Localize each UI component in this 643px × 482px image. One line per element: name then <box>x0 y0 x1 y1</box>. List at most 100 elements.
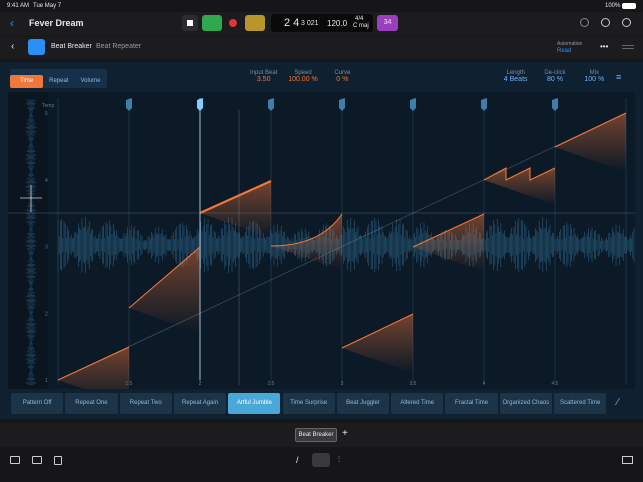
count-in[interactable]: 34 <box>377 15 398 31</box>
params-left: Input Beat 3.50 Speed 100.00 % Curve 0 % <box>244 70 362 83</box>
parameter-value: 100.00 % <box>288 76 318 83</box>
preset-name[interactable]: Beat Repeater <box>96 43 142 50</box>
battery: 100% <box>605 3 621 9</box>
parameter[interactable]: Mix 100 % <box>575 70 614 83</box>
curve <box>341 313 414 349</box>
slice-marker[interactable] <box>410 98 416 111</box>
help-icon[interactable] <box>601 18 610 27</box>
back[interactable]: ‹ <box>11 41 15 52</box>
parameter-label: De-click <box>544 70 566 76</box>
curve <box>270 213 343 247</box>
icon-mixer[interactable] <box>32 456 42 464</box>
parameter[interactable]: De-click 80 % <box>535 70 574 83</box>
key: C maj <box>353 23 369 29</box>
curve <box>57 346 130 381</box>
power-button[interactable] <box>28 39 45 55</box>
tab[interactable]: Repeat <box>49 78 69 84</box>
y-label: 5 <box>45 111 48 117</box>
grid: Temp 5 4 3 2 1 1.5 2 2.5 3 3.5 4 4.5 <box>42 98 627 387</box>
curve-fill <box>58 347 129 389</box>
icon-plugins[interactable] <box>312 453 330 467</box>
slice-marker[interactable] <box>268 98 274 111</box>
preset-button[interactable]: Repeat One <box>65 393 118 414</box>
parameter[interactable]: Length 4 Beats <box>496 70 535 83</box>
graph: Temp 5 4 3 2 1 1.5 2 2.5 3 3.5 4 4.5 <box>8 92 635 389</box>
parameter[interactable]: Input Beat 3.50 <box>244 70 283 83</box>
position-bar-beat: 2 4 <box>284 17 300 29</box>
tempo: 120.0 <box>327 19 348 28</box>
tab[interactable]: Volume <box>80 78 101 84</box>
preset-button[interactable]: Time Surprise <box>282 393 335 414</box>
position-ticks: 3 021 <box>301 20 319 27</box>
preset-button[interactable]: Repeat Again <box>173 393 227 414</box>
parameter-label: Input Beat <box>249 70 278 76</box>
icon-keyboard[interactable] <box>622 456 633 464</box>
record-button[interactable] <box>229 19 237 27</box>
parameter-label: Speed <box>294 70 312 76</box>
slice-marker[interactable] <box>197 98 203 111</box>
cycle-button[interactable] <box>245 15 265 31</box>
settings-icon[interactable]: ≡ <box>616 72 622 82</box>
preset-button[interactable]: Artful Jumble <box>228 393 281 414</box>
slice-marker[interactable] <box>552 98 558 111</box>
back-button[interactable]: ‹ <box>10 16 14 30</box>
curve-fill <box>200 181 271 238</box>
automation-mode[interactable]: Read <box>557 48 572 54</box>
parameter[interactable]: Curve 0 % <box>323 70 362 83</box>
x-label: 2 <box>199 381 202 387</box>
slice-marker[interactable] <box>126 98 132 111</box>
icon[interactable] <box>580 18 589 27</box>
parameter-value: 3.50 <box>256 76 271 83</box>
more-icon[interactable] <box>622 18 631 27</box>
add-tab[interactable]: + <box>342 428 348 439</box>
preset-button[interactable]: Scattered Time <box>554 393 607 414</box>
lcd <box>271 14 373 32</box>
preset-button[interactable]: Organized Chaos <box>499 393 552 414</box>
parameter-value: 100 % <box>584 76 605 83</box>
y-label: 4 <box>45 178 48 184</box>
tempo-handle[interactable] <box>20 185 42 212</box>
icon-pencil[interactable]: / <box>296 455 299 465</box>
play-button[interactable] <box>202 15 222 31</box>
project-name[interactable]: Fever Dream <box>29 18 84 28</box>
parameter-label: Length <box>506 70 525 76</box>
battery-icon <box>622 3 636 9</box>
params-right: Length 4 Beats De-click 80 % Mix 100 % <box>496 70 614 83</box>
parameter-value: 4 Beats <box>503 76 528 83</box>
curve-fill <box>484 168 555 205</box>
parameter[interactable]: Speed 100.00 % <box>283 70 322 83</box>
parameter-label: Curve <box>334 70 351 76</box>
plugin-tab[interactable]: Beat Breaker <box>295 428 337 442</box>
x-label: 1.5 <box>126 381 133 387</box>
curves <box>57 112 627 389</box>
grip <box>622 45 634 49</box>
tab[interactable]: Time <box>10 75 44 88</box>
curve <box>128 246 201 309</box>
y-label: 2 <box>45 311 48 317</box>
parameter-label: Mix <box>589 70 599 76</box>
slice-marker[interactable] <box>339 98 345 111</box>
parameter-value: 80 % <box>547 76 563 83</box>
icon-notes[interactable] <box>54 456 62 465</box>
parameter-value: 0 % <box>336 76 349 83</box>
preset-button[interactable]: Pattern Off <box>11 393 64 414</box>
preset-button[interactable]: Fractal Time <box>445 393 498 414</box>
icon-eq[interactable]: ⫶ <box>338 455 340 464</box>
curve <box>483 167 556 181</box>
preset-button[interactable]: Altered Time <box>391 393 444 414</box>
icon-browser[interactable] <box>10 456 20 464</box>
curve-fill <box>129 247 200 333</box>
preset-button[interactable]: Repeat Two <box>119 393 172 414</box>
preset-button[interactable]: Beat Juggler <box>336 393 390 414</box>
menu[interactable]: ••• <box>600 42 609 51</box>
x-label: 3.5 <box>410 381 417 387</box>
curve <box>554 112 627 148</box>
curve <box>199 179 272 215</box>
x-label: 2.5 <box>268 381 275 387</box>
plugin-name: Beat Breaker <box>51 43 92 50</box>
slice-marker[interactable] <box>481 98 487 111</box>
pencil[interactable]: ⁄ <box>617 397 619 408</box>
stop-button[interactable] <box>182 15 198 31</box>
status-time: 9:41 AM <box>7 3 30 9</box>
